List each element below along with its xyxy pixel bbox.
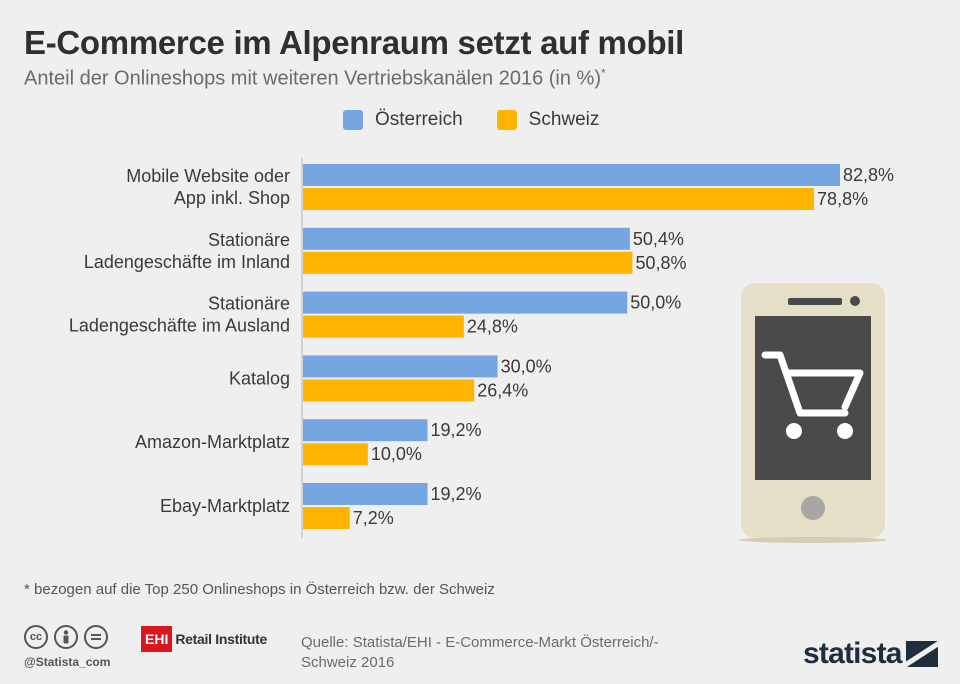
- data-label-oesterreich-1: 50,4%: [633, 229, 684, 249]
- statista-wordmark: statista: [803, 637, 902, 670]
- data-label-oesterreich-4: 19,2%: [431, 420, 482, 440]
- legend-label-oesterreich: Österreich: [375, 109, 463, 130]
- bar-oesterreich-5: [303, 483, 428, 505]
- bar-oesterreich-1: [303, 227, 630, 250]
- attribution-icon: [54, 625, 78, 649]
- category-label-3: Katalog: [229, 368, 290, 388]
- ehi-logo: EHI Retail Institute: [141, 626, 267, 652]
- phone-speaker: [788, 298, 842, 305]
- legend-swatch-schweiz: [496, 110, 517, 130]
- legend: Österreich Schweiz: [343, 109, 633, 131]
- legend-item-oesterreich: Österreich: [343, 109, 463, 131]
- cart-wheel-left: [786, 423, 802, 439]
- smartphone-cart-icon: [739, 283, 887, 543]
- cart-icon: [761, 351, 864, 417]
- license-icons: cc: [24, 625, 108, 649]
- legend-swatch-oesterreich: [343, 110, 363, 130]
- phone-camera: [850, 296, 860, 306]
- subtitle-text: Anteil der Onlineshops mit weiteren Vert…: [24, 67, 601, 90]
- legend-item-schweiz: Schweiz: [496, 109, 600, 131]
- data-label-schweiz-2: 24,8%: [467, 317, 518, 337]
- bar-schweiz-5: [303, 507, 350, 529]
- data-label-oesterreich-2: 50,0%: [630, 293, 681, 313]
- category-label-1: Stationäre: [208, 230, 290, 250]
- category-label-0: App inkl. Shop: [174, 188, 290, 208]
- phone-home-button: [801, 496, 825, 520]
- data-label-schweiz-5: 7,2%: [353, 508, 394, 528]
- statista-logo: statista: [803, 637, 938, 671]
- data-label-schweiz-0: 78,8%: [817, 189, 868, 209]
- ehi-badge: EHI: [141, 626, 173, 652]
- chart-title: E-Commerce im Alpenraum setzt auf mobil: [24, 24, 685, 61]
- bar-oesterreich-4: [303, 419, 428, 442]
- bar-schweiz-2: [303, 315, 464, 338]
- subtitle-footnote-mark: *: [600, 66, 606, 80]
- no-derivatives-icon: [84, 625, 108, 649]
- bar-oesterreich-3: [303, 355, 498, 378]
- phone-screen: [755, 316, 871, 480]
- category-label-1: Ladengeschäfte im Inland: [84, 252, 290, 272]
- bar-schweiz-3: [303, 379, 475, 402]
- bar-oesterreich-2: [303, 291, 628, 314]
- legend-label-schweiz: Schweiz: [528, 109, 600, 130]
- category-label-2: Ladengeschäfte im Ausland: [69, 316, 290, 336]
- data-label-schweiz-4: 10,0%: [371, 444, 422, 464]
- bar-schweiz-0: [303, 188, 815, 210]
- phone-shadow: [739, 537, 887, 543]
- data-label-oesterreich-0: 82,8%: [843, 165, 894, 185]
- data-label-schweiz-1: 50,8%: [635, 253, 686, 273]
- data-label-oesterreich-3: 30,0%: [501, 356, 552, 376]
- cart-wheel-right: [837, 423, 853, 439]
- source-line-1: Quelle: Statista/EHI - E-Commerce-Markt …: [301, 634, 659, 651]
- data-label-oesterreich-5: 19,2%: [431, 484, 482, 504]
- ehi-name: Retail Institute: [175, 631, 267, 647]
- bar-schweiz-1: [303, 251, 633, 274]
- bar-schweiz-4: [303, 443, 368, 466]
- source: Quelle: Statista/EHI - E-Commerce-Markt …: [301, 633, 721, 673]
- footnote: * bezogen auf die Top 250 Onlineshops in…: [24, 581, 495, 598]
- chart-subtitle: Anteil der Onlineshops mit weiteren Vert…: [24, 66, 606, 91]
- source-line-2: Schweiz 2016: [301, 654, 395, 671]
- data-label-schweiz-3: 26,4%: [477, 380, 528, 400]
- statista-flag-icon: [905, 641, 938, 667]
- category-label-4: Amazon-Marktplatz: [135, 432, 290, 452]
- category-label-0: Mobile Website oder: [126, 166, 290, 186]
- bar-oesterreich-0: [303, 164, 840, 186]
- creative-commons-icon: cc: [24, 625, 48, 649]
- category-label-2: Stationäre: [208, 294, 290, 314]
- statista-handle: @Statista_com: [24, 655, 111, 669]
- category-label-5: Ebay-Marktplatz: [160, 496, 290, 516]
